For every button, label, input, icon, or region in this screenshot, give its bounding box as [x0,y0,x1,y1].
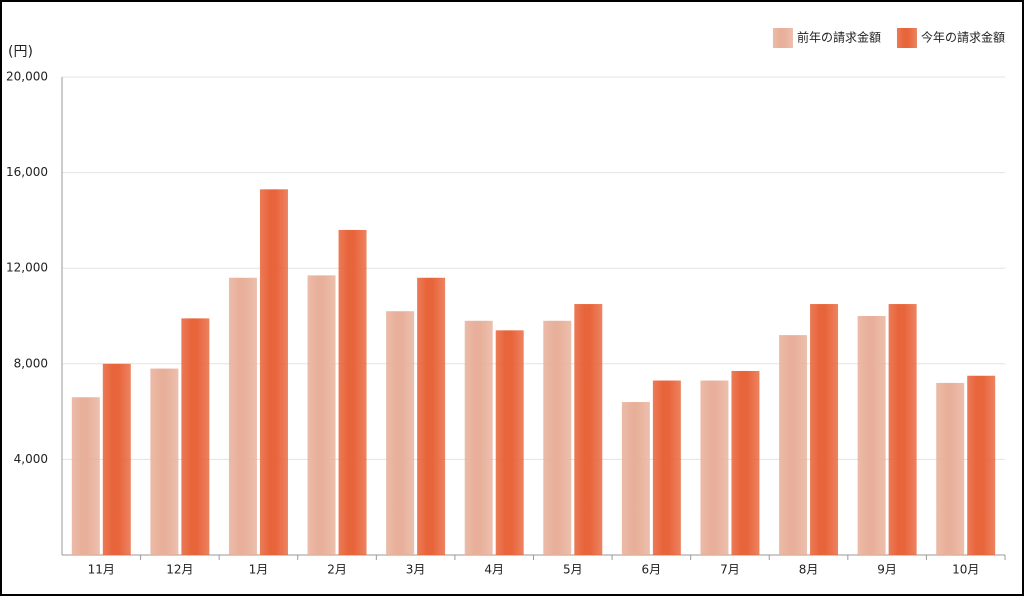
bar [150,368,179,555]
bar [464,320,493,555]
bar [967,375,996,555]
x-tick-label: 7月 [720,563,740,577]
bar [338,229,367,555]
x-tick-label: 5月 [563,563,583,577]
bar [700,380,729,555]
y-tick-label: 8,000 [14,356,48,370]
bar [71,397,100,555]
x-tick-label: 11月 [88,563,115,577]
bar [810,304,839,555]
bar [543,320,572,555]
bar [417,277,446,555]
bar [936,382,965,555]
bar [228,277,257,555]
bar [779,335,808,555]
bar [102,363,131,555]
bar [495,330,524,555]
bar [386,311,415,555]
y-tick-label: 4,000 [14,452,48,466]
legend-swatch [896,28,917,48]
x-tick-label: 10月 [952,563,979,577]
legend-label: 前年の請求金額 [797,30,881,45]
y-tick-label: 12,000 [6,261,48,275]
x-tick-label: 1月 [249,563,269,577]
bar [731,370,760,555]
x-tick-label: 2月 [327,563,347,577]
bar [857,316,886,555]
bar [574,304,603,555]
bar [259,189,288,555]
x-tick-label: 9月 [877,563,897,577]
bar [621,402,650,555]
y-tick-label: 16,000 [6,165,48,179]
bar [888,304,917,555]
bar [307,275,336,555]
x-tick-label: 4月 [484,563,504,577]
y-tick-label: 20,000 [6,70,48,84]
x-tick-label: 8月 [799,563,819,577]
bar [181,318,210,555]
legend-swatch [772,28,793,48]
x-tick-label: 12月 [166,563,193,577]
bar [652,380,681,555]
x-tick-label: 3月 [406,563,426,577]
legend-label: 今年の請求金額 [921,30,1005,45]
x-tick-label: 6月 [642,563,662,577]
y-axis-label: (円) [8,44,33,60]
